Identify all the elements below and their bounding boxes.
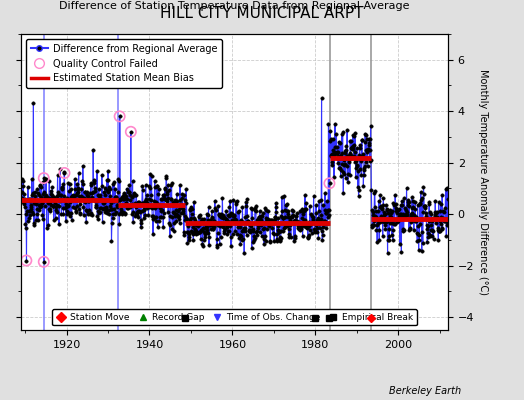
Difference from Regional Average [18,189,24,194]
Point [22,257,30,264]
Difference from Regional Average [41,259,47,264]
Line: Difference from Regional Average: Difference from Regional Average [19,97,450,264]
Difference from Regional Average [396,216,402,220]
Point [40,175,48,181]
Text: Berkeley Earth: Berkeley Earth [389,386,461,396]
Title: Difference of Station Temperature Data from Regional Average: Difference of Station Temperature Data f… [59,1,410,11]
Difference from Regional Average [356,152,363,157]
Point [115,113,124,120]
Y-axis label: Monthly Temperature Anomaly Difference (°C): Monthly Temperature Anomaly Difference (… [478,69,488,295]
Text: HILL CITY MUNICIPAL ARPT: HILL CITY MUNICIPAL ARPT [160,6,364,21]
Point [325,180,334,186]
Difference from Regional Average [356,143,363,148]
Difference from Regional Average [253,204,259,209]
Legend: Station Move, Record Gap, Time of Obs. Change, Empirical Break: Station Move, Record Gap, Time of Obs. C… [52,309,417,326]
Point [127,129,135,135]
Difference from Regional Average [444,197,451,202]
Point [60,170,69,176]
Difference from Regional Average [319,96,325,101]
Point [40,258,48,265]
Difference from Regional Average [384,208,390,212]
Difference from Regional Average [203,227,210,232]
